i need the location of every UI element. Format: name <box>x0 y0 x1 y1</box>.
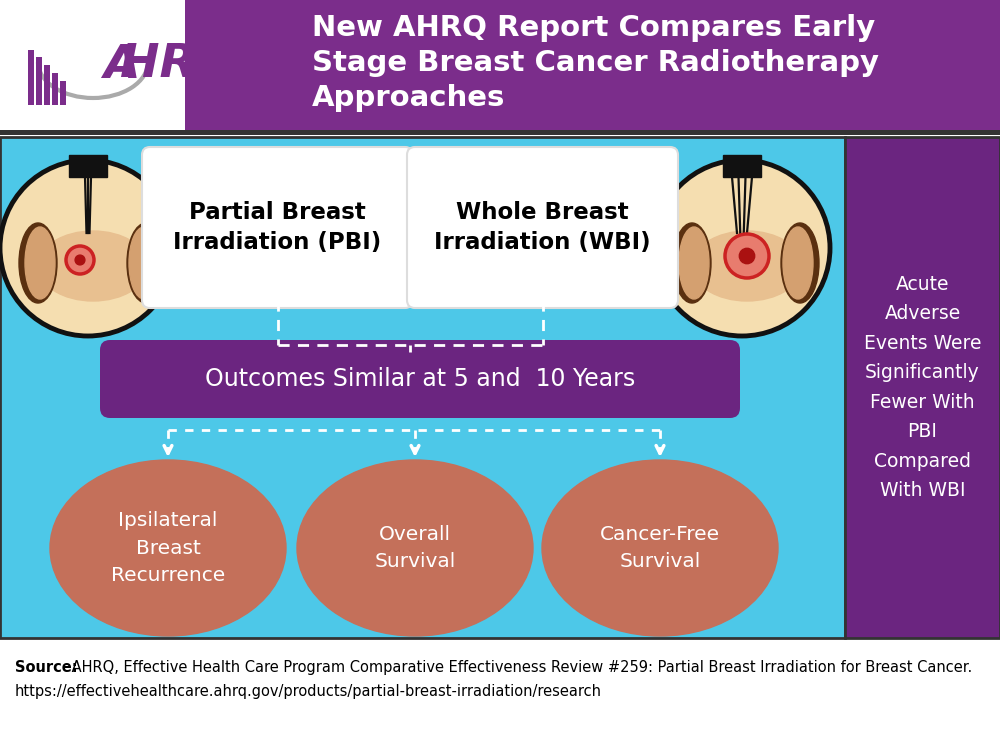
Ellipse shape <box>19 223 57 303</box>
Ellipse shape <box>781 223 819 303</box>
FancyBboxPatch shape <box>407 147 678 308</box>
FancyBboxPatch shape <box>28 50 34 105</box>
Ellipse shape <box>127 223 165 303</box>
Ellipse shape <box>692 231 802 301</box>
FancyBboxPatch shape <box>0 137 845 638</box>
FancyBboxPatch shape <box>52 73 58 105</box>
Text: Cancer-Free
Survival: Cancer-Free Survival <box>600 525 720 572</box>
Ellipse shape <box>297 460 533 636</box>
FancyBboxPatch shape <box>100 340 740 418</box>
Circle shape <box>0 160 176 336</box>
Ellipse shape <box>38 231 148 301</box>
Circle shape <box>725 234 769 278</box>
FancyBboxPatch shape <box>36 57 42 105</box>
Circle shape <box>654 160 830 336</box>
Ellipse shape <box>542 460 778 636</box>
Circle shape <box>75 255 85 265</box>
Ellipse shape <box>783 227 813 299</box>
Text: HRQ: HRQ <box>120 43 236 88</box>
FancyBboxPatch shape <box>142 147 413 308</box>
Ellipse shape <box>129 227 159 299</box>
Text: Partial Breast
Irradiation (PBI): Partial Breast Irradiation (PBI) <box>173 201 382 254</box>
Text: Source:: Source: <box>15 660 78 675</box>
FancyBboxPatch shape <box>60 81 66 105</box>
Text: Ipsilateral
Breast
Recurrence: Ipsilateral Breast Recurrence <box>111 512 225 585</box>
FancyBboxPatch shape <box>0 130 1000 135</box>
Ellipse shape <box>50 460 286 636</box>
Text: https://effectivehealthcare.ahrq.gov/products/partial-breast-irradiation/researc: https://effectivehealthcare.ahrq.gov/pro… <box>15 684 602 699</box>
FancyBboxPatch shape <box>44 65 50 105</box>
Text: A: A <box>103 43 140 88</box>
FancyBboxPatch shape <box>0 0 185 130</box>
Circle shape <box>66 246 94 274</box>
FancyBboxPatch shape <box>185 0 1000 130</box>
Ellipse shape <box>673 223 711 303</box>
Text: New AHRQ Report Compares Early
Stage Breast Cancer Radiotherapy
Approaches: New AHRQ Report Compares Early Stage Bre… <box>312 14 879 112</box>
Text: Whole Breast
Irradiation (WBI): Whole Breast Irradiation (WBI) <box>434 201 651 254</box>
Ellipse shape <box>25 227 55 299</box>
Text: Acute
Adverse
Events Were
Significantly
Fewer With
PBI
Compared
With WBI: Acute Adverse Events Were Significantly … <box>864 274 981 500</box>
FancyBboxPatch shape <box>845 137 1000 638</box>
Text: Outcomes Similar at 5 and  10 Years: Outcomes Similar at 5 and 10 Years <box>205 367 635 391</box>
FancyBboxPatch shape <box>723 155 761 177</box>
Circle shape <box>739 248 755 264</box>
FancyBboxPatch shape <box>69 155 107 177</box>
Text: Overall
Survival: Overall Survival <box>374 525 456 572</box>
Ellipse shape <box>679 227 709 299</box>
Text: AHRQ, Effective Health Care Program Comparative Effectiveness Review #259: Parti: AHRQ, Effective Health Care Program Comp… <box>67 660 972 675</box>
